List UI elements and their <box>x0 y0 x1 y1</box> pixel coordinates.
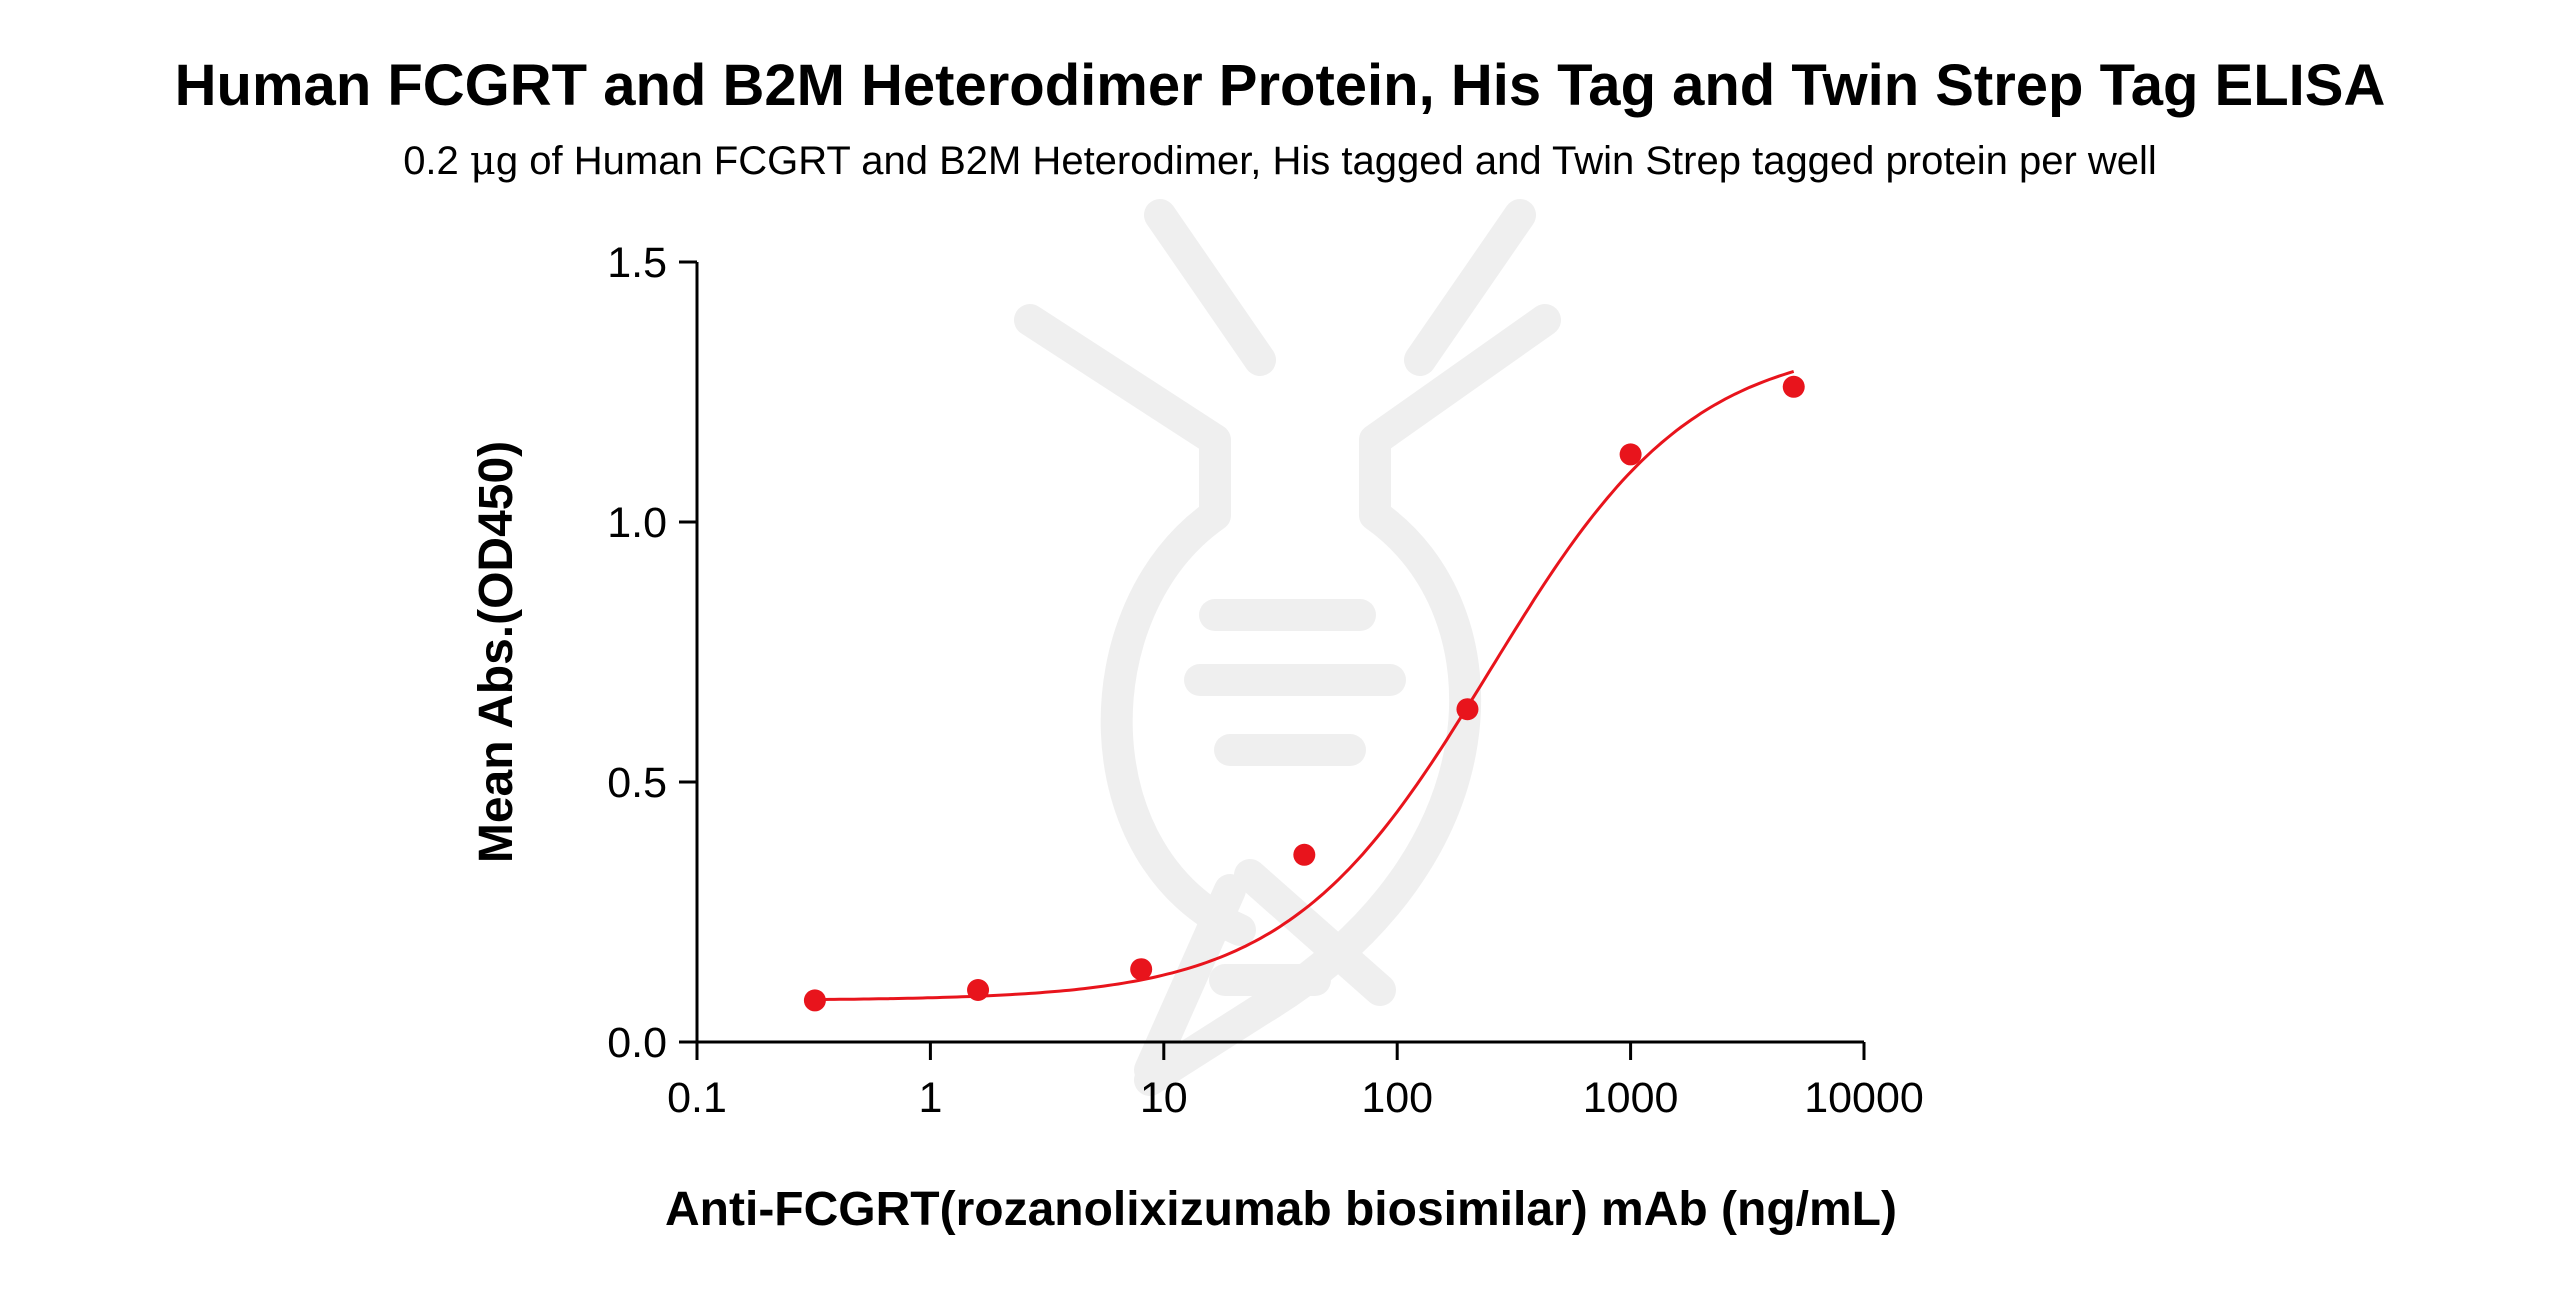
x-tick-label: 100 <box>1361 1074 1433 1122</box>
x-tick-label: 10000 <box>1804 1074 1924 1122</box>
data-point <box>1619 443 1642 466</box>
chart-subtitle: 0.2 μg of Human FCGRT and B2M Heterodime… <box>0 138 2560 184</box>
y-tick-label: 0.5 <box>607 759 667 807</box>
watermark-logo <box>1014 199 1561 1096</box>
axes <box>695 262 1864 1044</box>
y-tick-label: 0.0 <box>607 1019 667 1067</box>
data-point <box>1782 375 1805 398</box>
y-tick-label: 1.5 <box>607 239 667 287</box>
micro-symbol: μ <box>469 138 496 184</box>
data-point <box>803 989 826 1012</box>
y-axis-title: Mean Abs.(OD450) <box>470 441 523 863</box>
ticks: 0.1 1 10 100 1000 10000 0.0 0.5 1.0 1.5 <box>607 239 1924 1122</box>
y-tick-label: 1.0 <box>607 499 667 547</box>
data-point <box>1130 958 1153 981</box>
chart-title: Human FCGRT and B2M Heterodimer Protein,… <box>174 53 2386 118</box>
x-tick-label: 1000 <box>1583 1074 1679 1122</box>
subtitle-part-1: 0.2 <box>403 139 470 183</box>
subtitle-part-2: g of Human FCGRT and B2M Heterodimer, Hi… <box>495 139 2157 183</box>
x-axis-title: Anti-FCGRT(rozanolixizumab biosimilar) m… <box>665 1183 1897 1236</box>
data-point <box>1456 698 1479 721</box>
data-point <box>967 979 990 1001</box>
x-tick-label: 10 <box>1140 1074 1188 1122</box>
x-tick-label: 0.1 <box>667 1074 727 1122</box>
data-point <box>1293 843 1316 866</box>
x-tick-label: 1 <box>918 1074 942 1122</box>
data-points <box>803 375 1805 1012</box>
